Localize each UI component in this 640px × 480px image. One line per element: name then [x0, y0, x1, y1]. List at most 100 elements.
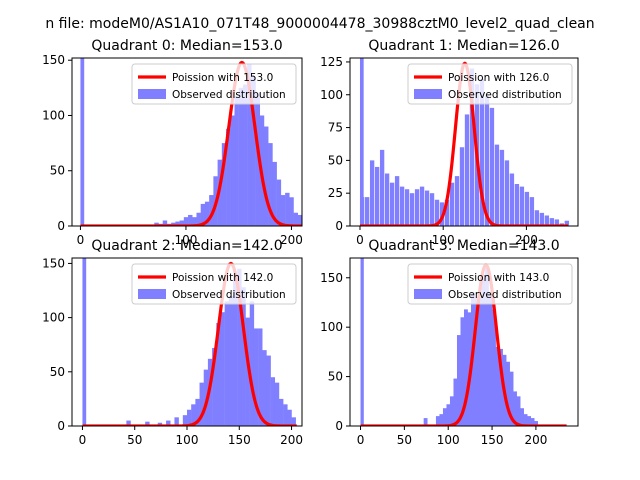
- zero-spike-bar: [359, 58, 364, 226]
- y-tick-label: 50: [328, 370, 343, 384]
- histogram-bar: [306, 224, 310, 226]
- histogram-bar: [280, 195, 286, 226]
- y-tick-label: 100: [42, 311, 65, 325]
- plot-area: [359, 258, 568, 426]
- histogram-bar: [174, 417, 179, 426]
- histogram-bar: [234, 95, 239, 226]
- histogram-bar: [549, 218, 555, 226]
- poisson-curve: [79, 60, 302, 226]
- y-tick-label: 50: [328, 153, 343, 167]
- zero-spike-bar: [82, 258, 87, 426]
- x-tick-label: 200: [280, 433, 303, 447]
- histogram-bar: [460, 317, 465, 426]
- histogram-bar: [251, 76, 256, 226]
- x-tick-label: 100: [176, 433, 199, 447]
- subplot-0: 0 100 200 0 50 100 150 Quadrant 0: Median=153.0…: [42, 38, 310, 247]
- subplot-title: Quadrant 0: Median=153.0: [91, 38, 282, 54]
- histogram-bar: [429, 193, 435, 226]
- histogram-bar: [424, 190, 430, 226]
- legend-box: [407, 63, 573, 105]
- histogram-bar: [374, 166, 380, 226]
- histogram-bar: [291, 417, 296, 426]
- histogram-bar: [221, 143, 227, 226]
- legend-hist-swatch: [138, 89, 166, 99]
- histogram-bar: [504, 160, 510, 226]
- histogram-bar: [494, 144, 500, 226]
- histogram-bar: [253, 328, 259, 426]
- histogram-bar: [446, 404, 451, 426]
- histogram-bar: [554, 219, 560, 226]
- histogram-bar: [230, 115, 235, 226]
- histogram-bar: [520, 408, 524, 426]
- histogram-bar: [484, 94, 490, 226]
- histogram-bar: [200, 203, 206, 226]
- histogram-bar: [204, 201, 210, 226]
- histogram-bar: [199, 382, 204, 426]
- y-tick-label: 125: [320, 55, 343, 69]
- histogram-bar: [488, 292, 493, 426]
- histogram-bar: [523, 414, 528, 426]
- legend-box: [131, 63, 297, 105]
- plot-area: [81, 258, 298, 426]
- histogram-bar: [435, 416, 440, 426]
- histogram-bar: [434, 199, 440, 226]
- histogram-bar: [469, 68, 475, 226]
- y-tick-label: 0: [57, 219, 65, 233]
- y-tick-label: 25: [328, 186, 343, 200]
- histogram-bar: [154, 222, 159, 226]
- legend-curve-label: Poission with 142.0: [172, 272, 273, 284]
- histogram-bar: [464, 309, 468, 426]
- histogram-bar: [539, 212, 545, 226]
- histogram-bar: [509, 371, 514, 426]
- histogram-bar: [524, 191, 530, 226]
- histogram-bar: [220, 312, 225, 426]
- histogram-bar: [399, 186, 405, 226]
- subplot-title: Quadrant 2: Median=142.0: [91, 238, 282, 254]
- legend-curve-label: Poission with 153.0: [172, 72, 273, 84]
- histogram-bar: [499, 348, 503, 426]
- histogram-bar: [495, 346, 500, 426]
- histogram-bar: [262, 350, 267, 426]
- histogram-bar: [439, 414, 444, 426]
- histogram-bar: [384, 173, 390, 226]
- y-tick-label: 50: [50, 365, 65, 379]
- legend-hist-swatch: [414, 289, 442, 299]
- histogram-bar: [268, 143, 273, 226]
- histogram-bar: [423, 418, 428, 426]
- y-tick-label: 100: [42, 108, 65, 122]
- histogram-bar: [279, 398, 284, 426]
- histogram-bar: [414, 189, 420, 226]
- histogram-bar: [454, 176, 460, 226]
- histogram-bar: [237, 268, 242, 426]
- x-tick-label: 100: [174, 233, 197, 247]
- histogram-bar: [442, 408, 447, 426]
- histogram-bar: [379, 149, 385, 226]
- axes-frame: [349, 57, 579, 227]
- histogram-bar: [409, 193, 415, 226]
- subplots-container: 0 100 200 0 50 100 150 Quadrant 0: Median=153.0…: [42, 38, 579, 447]
- x-tick-label: 100: [437, 433, 460, 447]
- histogram-bar: [404, 189, 410, 226]
- zero-spike-bar: [360, 258, 364, 426]
- histogram-bar: [464, 114, 470, 226]
- histogram-bar: [162, 220, 168, 226]
- x-tick-label: 0: [79, 433, 87, 447]
- histogram-bar: [485, 267, 489, 426]
- histogram-bar: [369, 160, 375, 226]
- histogram-bar: [183, 217, 189, 226]
- x-tick-label: 200: [515, 233, 538, 247]
- histogram-bar: [456, 335, 461, 426]
- histogram-bar: [514, 184, 520, 226]
- histogram-bar: [506, 361, 510, 426]
- subplot-title: Quadrant 1: Median=126.0: [368, 38, 559, 54]
- histogram-bar: [453, 378, 458, 426]
- histogram-bar: [224, 301, 230, 426]
- histogram-bar: [238, 87, 244, 226]
- axes-frame: [349, 257, 579, 427]
- x-tick-label: 150: [228, 433, 251, 447]
- histogram-bar: [530, 418, 535, 426]
- histogram-bar: [479, 79, 485, 226]
- subplot-3: 0 50 100 150 200 0 50 100 150 Quadrant 3: Median=…: [320, 238, 579, 447]
- histogram-bar: [544, 215, 550, 226]
